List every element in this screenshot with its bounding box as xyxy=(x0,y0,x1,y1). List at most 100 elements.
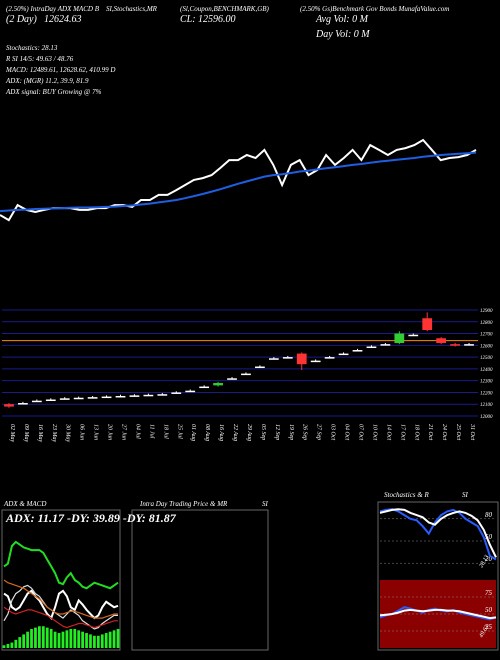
histogram-bar xyxy=(14,639,18,648)
histogram-bar xyxy=(2,645,6,648)
x-tick-label: 07 Oct xyxy=(358,424,364,440)
candle-body xyxy=(408,334,419,337)
x-tick-label: 04 Oct xyxy=(344,424,351,440)
panel-frame xyxy=(1,509,121,651)
x-tick-label: 01 Aug xyxy=(190,424,196,441)
header-text: (Sl,Coupon,BENCHMARK,GB) xyxy=(180,5,270,13)
candle-body xyxy=(366,346,377,349)
x-tick-label: 29 Aug xyxy=(246,424,252,441)
x-tick-label: 12 Sep xyxy=(274,424,280,440)
candle-body xyxy=(464,344,474,346)
candle-body xyxy=(352,350,363,352)
candle-body xyxy=(4,404,14,407)
histogram-bar xyxy=(93,635,96,648)
y-tick-label: 50 xyxy=(485,533,493,541)
header-text: (2 Day) xyxy=(6,14,37,25)
panel-frame xyxy=(131,509,269,651)
x-tick-label: 10 Oct xyxy=(371,424,377,440)
candle-body xyxy=(87,397,98,399)
x-tick-label: 06 Jun xyxy=(79,424,85,440)
x-tick-label: 11 Jul xyxy=(148,424,154,439)
y-tick-label: 12500 xyxy=(480,356,493,361)
candle-body xyxy=(115,395,126,398)
histogram-bar xyxy=(100,634,104,648)
histogram-bar xyxy=(57,633,61,648)
candle-body xyxy=(310,360,321,363)
annotation: 28.13 xyxy=(479,554,491,569)
candle-body xyxy=(213,383,223,386)
histogram-bar xyxy=(65,630,69,648)
candle-body xyxy=(436,338,447,343)
x-tick-label: 16 Aug xyxy=(218,424,224,441)
histogram-bar xyxy=(34,627,37,648)
close-price: CL: 12596.00 xyxy=(180,14,236,25)
y-tick-label: 50 xyxy=(485,606,493,614)
info-text: R SI 14/5: 49.63 / 48.76 xyxy=(5,55,74,63)
x-tick-label: 24 Oct xyxy=(441,424,448,440)
candle-body xyxy=(31,400,42,403)
x-tick-label: 25 Oct xyxy=(455,424,461,440)
info-text: ADX signal: BUY Growing @ 7% xyxy=(5,88,102,96)
y-tick-label: 20 xyxy=(485,555,493,563)
y-tick-label: 12700 xyxy=(480,333,493,338)
series-line xyxy=(3,606,118,629)
y-tick-label: 12000 xyxy=(480,415,493,420)
histogram-bar xyxy=(49,628,53,648)
x-tick-label: 03 Oct xyxy=(330,424,336,440)
header-text: 12624.63 xyxy=(44,14,82,25)
y-tick-label: 80 xyxy=(485,511,493,519)
y-tick-label: 12900 xyxy=(480,309,493,314)
x-tick-label: 17 Oct xyxy=(399,424,405,440)
x-tick-label: 26 Sep xyxy=(302,424,308,440)
info-text: ADX: (MGR) 11.2, 39.9, 81.9 xyxy=(5,77,89,85)
candle-body xyxy=(101,396,112,399)
histogram-bar xyxy=(77,630,81,648)
header-text: SI,Stochastics,MR xyxy=(106,5,158,13)
x-tick-label: 08 Aug xyxy=(204,424,210,441)
day-volume: Day Vol: 0 M xyxy=(315,29,370,40)
info-text: MACD: 12489.61, 12628.62, 410.99 D xyxy=(5,66,115,74)
candle-body xyxy=(282,357,293,359)
x-tick-label: 09 May xyxy=(23,424,29,442)
y-tick-label: 25 xyxy=(485,623,493,631)
histogram-bar xyxy=(96,635,100,648)
candle-body xyxy=(227,378,237,380)
candle-body xyxy=(394,333,405,343)
x-tick-label: 27 Sep xyxy=(316,424,322,440)
series-line xyxy=(379,608,497,620)
candle-body xyxy=(338,353,349,356)
y-tick-label: 12800 xyxy=(480,321,493,326)
x-tick-label: 23 May xyxy=(51,424,57,442)
candle-body xyxy=(143,394,154,397)
candle-body xyxy=(380,344,391,346)
candle-body xyxy=(171,392,182,394)
x-tick-label: 20 Jun xyxy=(107,424,113,440)
x-tick-label: 30 May xyxy=(65,423,71,442)
annotation: ADX: 11.17 -DY: 39.89 -DY: 81.87 xyxy=(5,511,177,525)
histogram-bar xyxy=(116,628,120,648)
histogram-bar xyxy=(22,634,26,648)
x-tick-label: 02 May xyxy=(9,424,15,442)
y-tick-label: 12100 xyxy=(480,403,493,408)
histogram-bar xyxy=(85,633,88,648)
series-line xyxy=(3,579,118,619)
series-line xyxy=(379,508,497,558)
histogram-bar xyxy=(69,628,73,648)
histogram-bar xyxy=(18,637,22,648)
series-line xyxy=(379,508,497,561)
histogram-bar xyxy=(108,631,112,648)
x-tick-label: 04 Jul xyxy=(134,424,141,439)
histogram-bar xyxy=(45,627,49,648)
histogram-bar xyxy=(61,631,65,648)
candle-body xyxy=(422,318,433,331)
info-text: Stochastics: 28.13 xyxy=(6,44,58,52)
x-tick-label: 21 Oct xyxy=(427,424,433,440)
x-tick-label: 27 Jun xyxy=(121,424,127,440)
histogram-bar xyxy=(26,631,29,648)
x-tick-label: 25 Jul xyxy=(176,424,182,439)
candle-body xyxy=(59,398,70,400)
x-tick-label: 14 Oct xyxy=(385,424,392,440)
histogram-bar xyxy=(30,628,33,648)
